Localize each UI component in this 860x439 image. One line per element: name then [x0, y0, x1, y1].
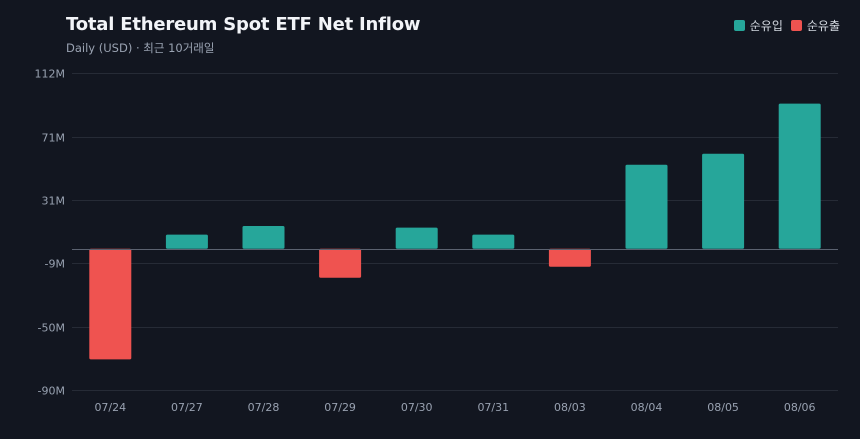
bar-08-06[interactable] [778, 103, 821, 249]
x-tick-label: 08/06 [784, 401, 816, 414]
x-tick-label: 07/29 [324, 401, 356, 414]
y-tick-label: 71M [42, 132, 66, 145]
bars-layer [89, 103, 821, 360]
x-tick-label: 07/24 [94, 401, 126, 414]
chart-title: Total Ethereum Spot ETF Net Inflow [66, 14, 421, 35]
bar-07-24[interactable] [89, 248, 132, 360]
x-tick-label: 07/31 [477, 401, 509, 414]
legend-item-outflow[interactable]: 순유출 [790, 17, 840, 34]
x-tick-labels: 07/24 07/27 07/28 07/29 07/30 07/31 08/03 08/04… [94, 401, 815, 414]
y-tick-labels: 112M 71M 31M -9M -50M -90M [35, 68, 66, 398]
x-tick-label: 07/30 [401, 401, 433, 414]
y-tick-label: -50M [38, 322, 65, 335]
bar-07-27[interactable] [165, 234, 208, 249]
legend-swatch-inflow [733, 20, 745, 31]
x-tick-label: 07/28 [248, 401, 280, 414]
y-tick-label: -90M [38, 385, 65, 398]
legend-swatch-outflow [790, 20, 802, 31]
bar-08-05[interactable] [702, 153, 745, 249]
x-tick-label: 08/04 [631, 401, 663, 414]
legend-item-inflow[interactable]: 순유입 [733, 17, 783, 34]
bar-07-30[interactable] [395, 227, 438, 249]
legend-label-inflow: 순유입 [749, 19, 783, 33]
chart-subtitle: Daily (USD) · 최근 10거래일 [66, 41, 215, 55]
bar-07-31[interactable] [472, 234, 515, 249]
y-tick-label: 112M [35, 68, 66, 81]
x-tick-label: 07/27 [171, 401, 203, 414]
legend-label-outflow: 순유출 [806, 19, 840, 33]
y-tick-label: -9M [45, 258, 65, 271]
bar-08-03[interactable] [548, 248, 591, 267]
x-tick-label: 08/03 [554, 401, 586, 414]
y-tick-label: 31M [42, 195, 66, 208]
x-tick-label: 08/05 [707, 401, 739, 414]
bar-07-29[interactable] [319, 248, 362, 278]
bar-07-28[interactable] [242, 226, 285, 249]
bar-08-04[interactable] [625, 164, 668, 249]
chart-legend: 순유입 순유출 [733, 17, 840, 34]
